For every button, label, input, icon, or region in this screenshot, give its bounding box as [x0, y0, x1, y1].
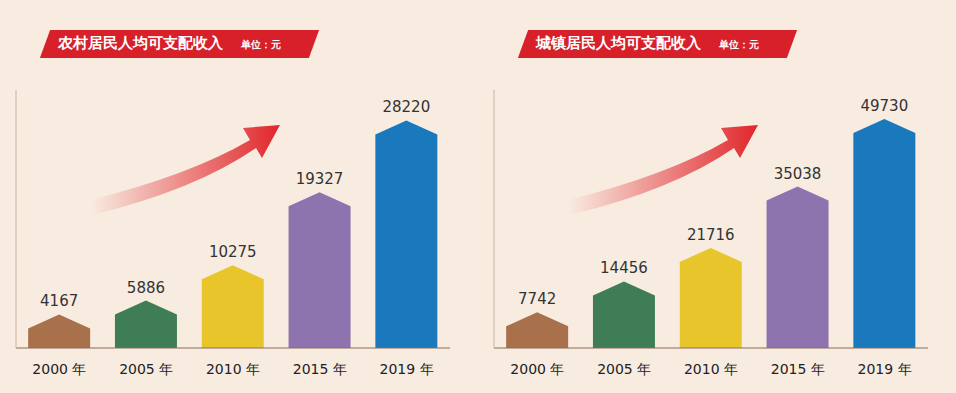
svg-text:35038: 35038 [774, 165, 822, 183]
svg-text:2015 年: 2015 年 [293, 361, 347, 377]
html-text:农村居民人均可支配收入: 农村居民人均可支配收入 [58, 34, 223, 52]
svg-text:2010 年: 2010 年 [206, 361, 260, 377]
svg-text:21716: 21716 [687, 226, 735, 244]
html-text:单位：元: 单位：元 [719, 39, 759, 50]
svg-text:2005 年: 2005 年 [119, 361, 173, 377]
svg-text:14456: 14456 [600, 259, 648, 277]
html-text:城镇居民人均可支配收入: 城镇居民人均可支配收入 [536, 34, 701, 52]
svg-text:4167: 4167 [40, 292, 78, 310]
svg-text:2010 年: 2010 年 [684, 361, 738, 377]
svg-text:49730: 49730 [860, 97, 908, 115]
svg-text:5886: 5886 [127, 279, 165, 297]
html-text:单位：元: 单位：元 [241, 39, 281, 50]
svg-text:28220: 28220 [382, 98, 430, 116]
svg-text:2019 年: 2019 年 [858, 361, 912, 377]
svg-text:19327: 19327 [296, 170, 344, 188]
svg-text:2000 年: 2000 年 [32, 361, 86, 377]
svg-text:2005 年: 2005 年 [597, 361, 651, 377]
svg-text:2015 年: 2015 年 [771, 361, 825, 377]
svg-text:7742: 7742 [518, 290, 556, 308]
svg-text:10275: 10275 [209, 243, 257, 261]
svg-text:2019 年: 2019 年 [380, 361, 434, 377]
svg-text:2000 年: 2000 年 [510, 361, 564, 377]
